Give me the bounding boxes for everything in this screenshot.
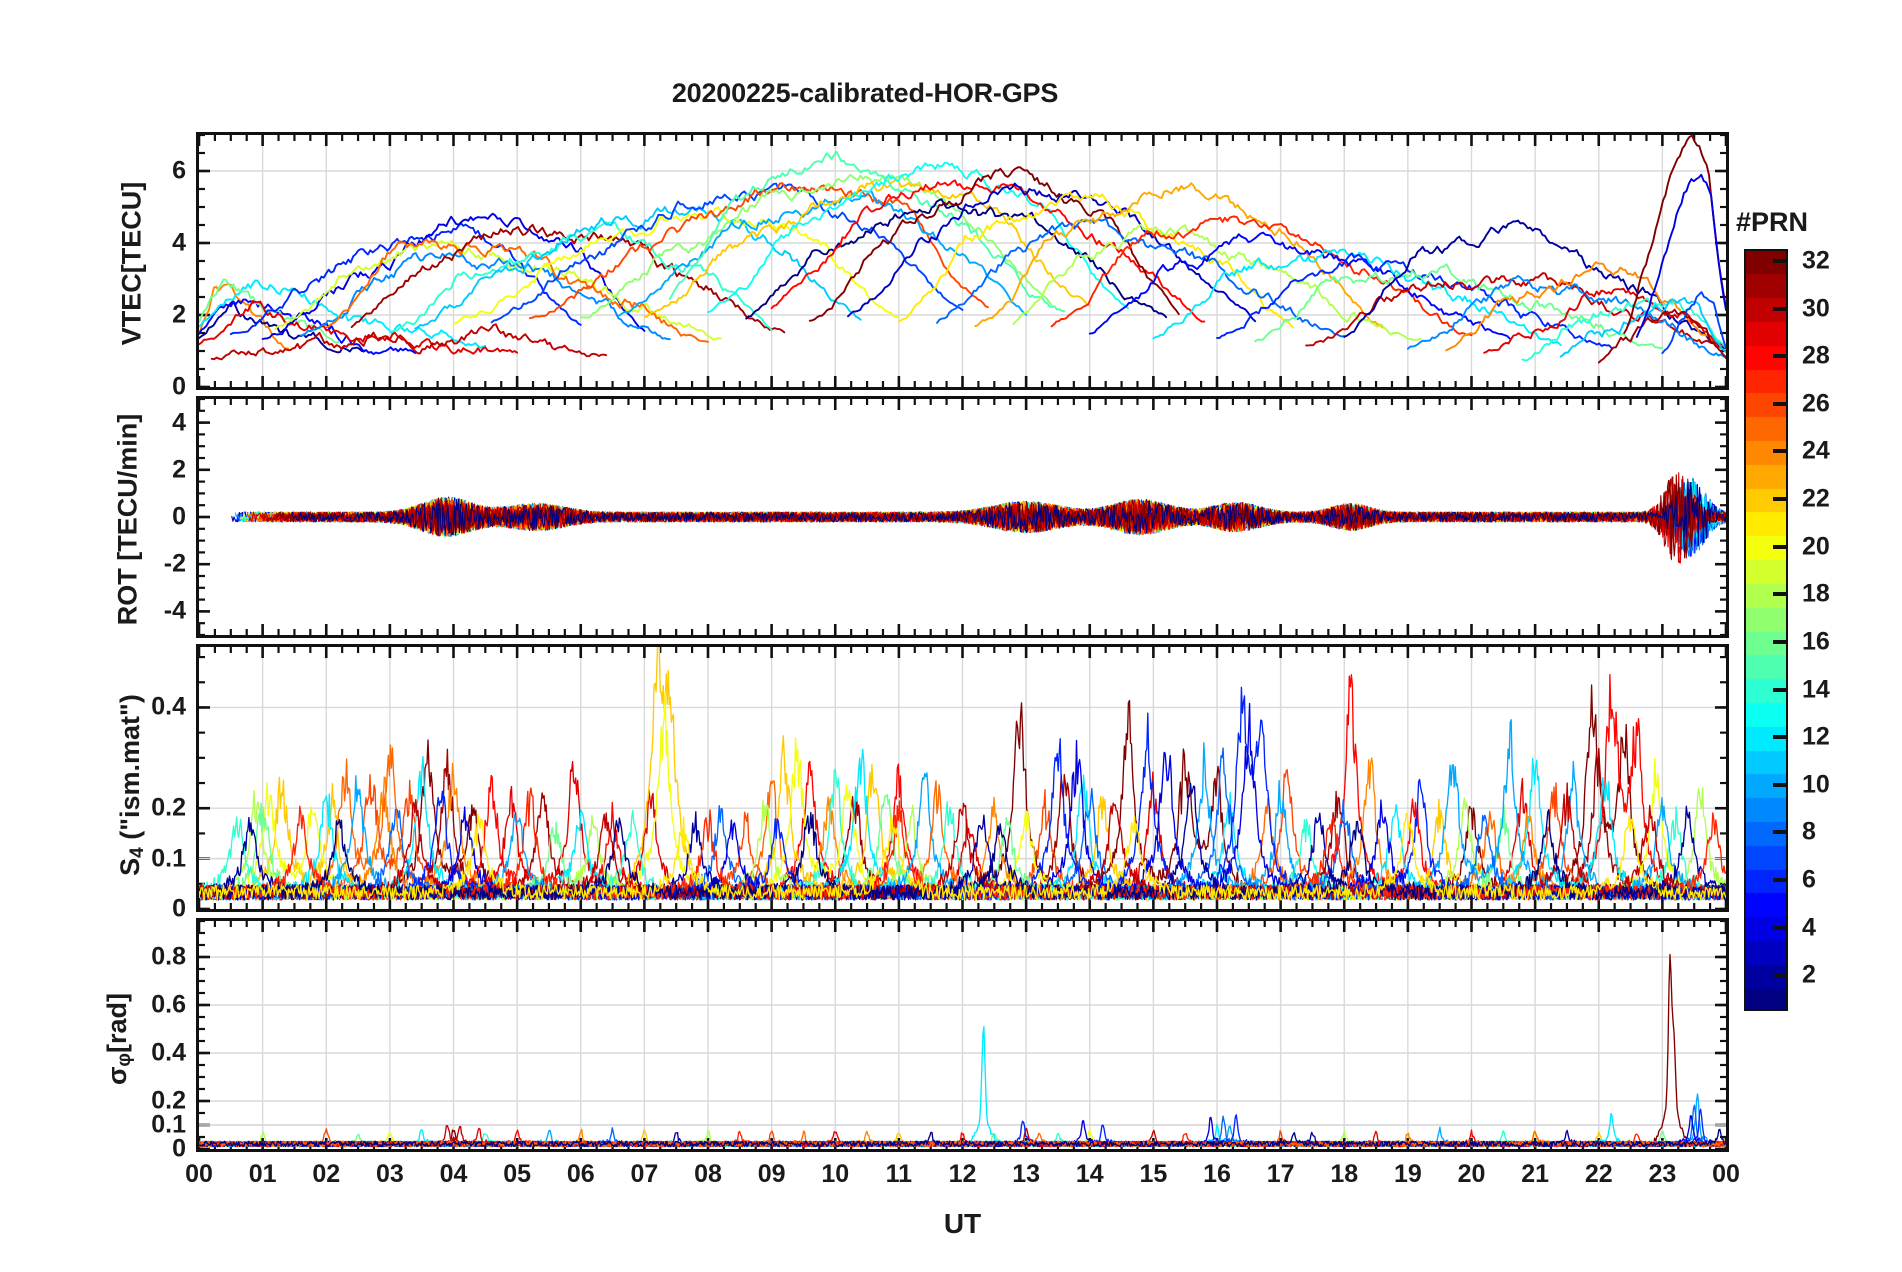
colorbar-label-12: 8 [1802,817,1816,846]
colorbar-label-1: 30 [1802,294,1830,323]
panel-sigma-phi-ytick-5: 0 [172,1134,186,1163]
x-tick-24: 00 [1712,1160,1740,1188]
x-tick-23: 23 [1648,1160,1677,1188]
x-tick-16: 16 [1203,1160,1231,1188]
x-tick-17: 17 [1266,1160,1295,1188]
colorbar-label-7: 18 [1802,579,1830,608]
colorbar-tick-13 [1773,878,1788,883]
panel-vtec [196,132,1729,390]
x-tick-18: 18 [1330,1160,1359,1188]
colorbar-tick-5 [1773,497,1788,502]
colorbar-label-6: 20 [1802,532,1830,561]
colorbar-label-5: 22 [1802,484,1830,513]
colorbar-tick-11 [1773,782,1788,787]
x-tick-21: 21 [1521,1160,1550,1188]
x-tick-10: 10 [821,1160,850,1188]
colorbar-tick-2 [1773,354,1788,359]
panel-rot-ytick-4: -4 [163,596,186,625]
colorbar[interactable] [1744,249,1788,1011]
panel-s4-ytick-3: 0 [172,894,186,923]
panel-rot-ytick-0: 4 [172,408,186,437]
panel-rot [196,396,1729,638]
x-tick-14: 14 [1075,1160,1104,1188]
panel-sigma-phi-ytick-3: 0.2 [151,1086,186,1115]
colorbar-tick-8 [1773,639,1788,644]
panel-rot-ytick-3: -2 [163,549,186,578]
x-tick-15: 15 [1139,1160,1168,1188]
panel-sigma-phi [196,918,1729,1152]
x-tick-5: 05 [503,1160,532,1188]
colorbar-tick-4 [1773,449,1788,454]
panel-rot-ytick-2: 0 [172,502,186,531]
x-tick-9: 09 [757,1160,786,1188]
x-tick-3: 03 [375,1160,404,1188]
colorbar-label-15: 2 [1802,960,1816,989]
colorbar-tick-15 [1773,973,1788,978]
x-tick-22: 22 [1584,1160,1613,1188]
x-tick-19: 19 [1393,1160,1422,1188]
colorbar-label-10: 12 [1802,722,1830,751]
panel-sigma-phi-ytick-2: 0.4 [151,1038,186,1067]
x-tick-6: 06 [566,1160,595,1188]
colorbar-label-14: 4 [1802,913,1816,942]
panel-s4-ytick-0: 0.4 [151,692,186,721]
figure-title: 20200225-calibrated-HOR-GPS [671,78,1059,108]
panel-vtec-ytick-3: 6 [172,156,186,185]
colorbar-label-11: 10 [1802,770,1830,799]
colorbar-tick-0 [1773,258,1788,263]
colorbar-label-9: 14 [1802,675,1830,704]
x-tick-20: 20 [1457,1160,1486,1188]
x-tick-0: 00 [185,1160,213,1188]
colorbar-label-3: 26 [1802,389,1830,418]
colorbar-tick-10 [1773,735,1788,740]
panel-sigma-phi-ytick-0: 0.8 [151,942,186,971]
colorbar-title: #PRN [1736,207,1809,237]
x-tick-11: 11 [885,1160,913,1188]
colorbar-tick-12 [1773,830,1788,835]
colorbar-tick-7 [1773,592,1788,597]
x-axis-title: UT [943,1208,982,1239]
colorbar-tick-9 [1773,687,1788,692]
x-tick-13: 13 [1012,1160,1041,1188]
colorbar-tick-14 [1773,925,1788,930]
colorbar-label-0: 32 [1802,246,1830,275]
panel-vtec-ytick-1: 2 [172,300,186,329]
colorbar-label-13: 6 [1802,865,1816,894]
panel-sigma-phi-ytick-4: 0.1 [151,1110,186,1139]
colorbar-label-2: 28 [1802,341,1830,370]
panel-vtec-ytick-0: 0 [172,372,186,401]
colorbar-tick-1 [1773,306,1788,311]
x-tick-2: 02 [312,1160,341,1188]
panel-sigma-phi-ytick-1: 0.6 [151,990,186,1019]
x-tick-12: 12 [948,1160,977,1188]
colorbar-tick-3 [1773,401,1788,406]
colorbar-tick-6 [1773,544,1788,549]
colorbar-label-8: 16 [1802,627,1830,656]
colorbar-label-4: 24 [1802,436,1830,465]
panel-rot-ytick-1: 2 [172,455,186,484]
x-tick-8: 08 [694,1160,722,1188]
panel-vtec-ytick-2: 4 [172,228,186,257]
panel-s4 [196,644,1729,912]
x-tick-7: 07 [630,1160,659,1188]
x-tick-1: 01 [248,1160,277,1188]
panel-s4-ytick-2: 0.1 [151,844,186,873]
x-tick-4: 04 [439,1160,468,1188]
panel-s4-ytick-1: 0.2 [151,793,186,822]
